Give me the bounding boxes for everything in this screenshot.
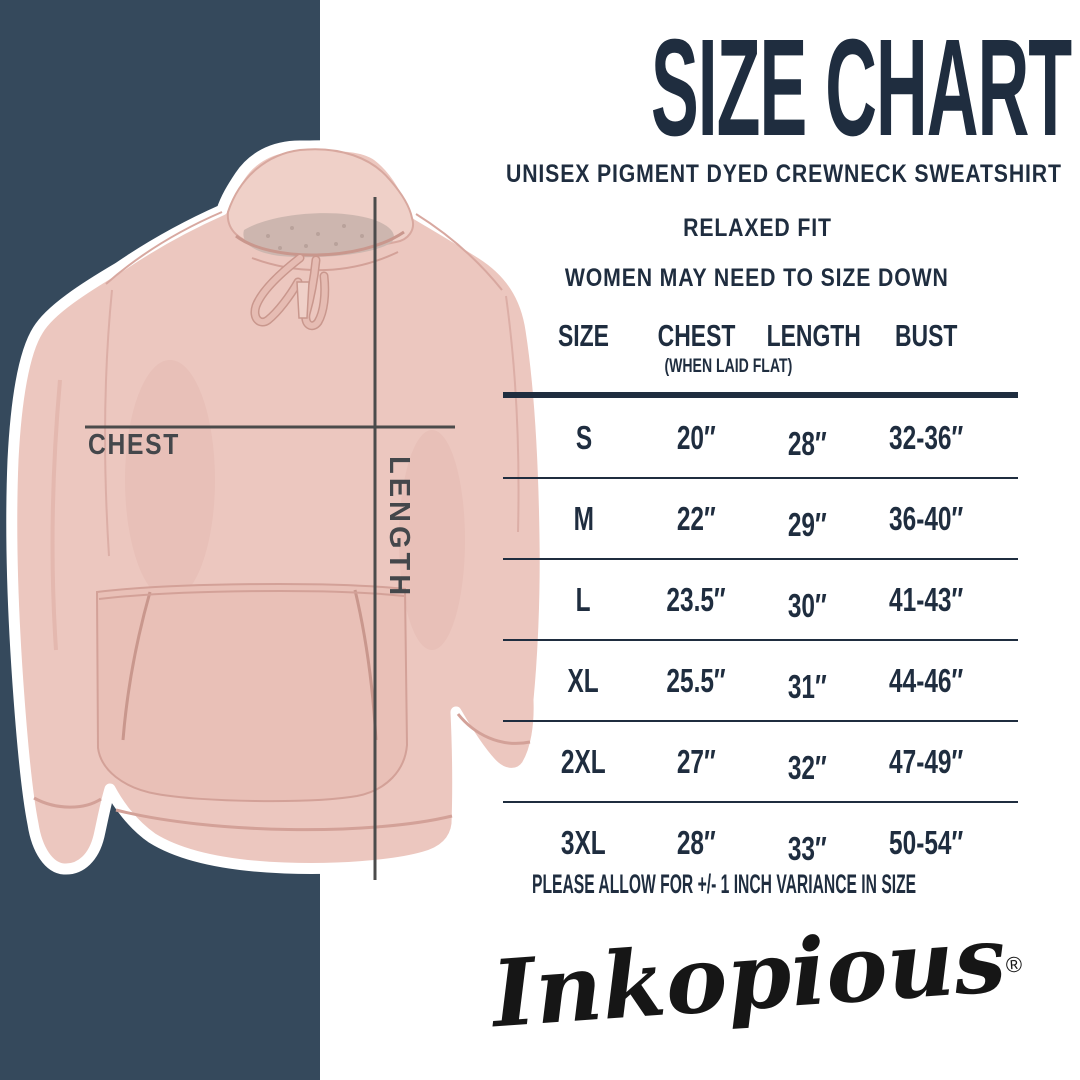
- subtitle-fit-text: RELAXED FIT: [682, 214, 832, 242]
- column-header-size-text: SIZE: [558, 318, 610, 353]
- cell-length-text: 29″: [787, 505, 827, 543]
- cell-bust: 47-49″: [863, 743, 1018, 781]
- column-header-chest-text: CHEST: [657, 318, 735, 353]
- cell-length: 29″: [750, 500, 863, 543]
- cell-size-text: S: [575, 418, 592, 456]
- column-header-bust-text: BUST: [894, 318, 957, 353]
- subtitle-product: UNISEX PIGMENT DYED CREWNECK SWEATSHIRT: [457, 160, 1061, 189]
- cell-size: S: [503, 419, 642, 457]
- table-row-m: M 22″ 29″ 36-40″: [503, 479, 1018, 560]
- column-header-size: SIZE: [503, 318, 642, 354]
- chest-subnote: (WHEN LAID FLAT): [642, 356, 793, 378]
- table-row-3xl: 3XL 28″ 33″ 50-54″: [503, 803, 1018, 882]
- seam-lines: [104, 211, 520, 557]
- cell-length-text: 32″: [787, 748, 827, 786]
- cell-length: 28″: [750, 419, 863, 462]
- table-row-l: L 23.5″ 30″ 41-43″: [503, 560, 1018, 641]
- kangaroo-pocket: [95, 582, 409, 803]
- fabric-fold-shadows: [125, 360, 465, 650]
- cell-chest: 28″: [642, 824, 750, 862]
- cell-size-text: XL: [567, 661, 600, 699]
- hem-cuff-seams: [33, 713, 531, 832]
- cell-length: 33″: [750, 824, 863, 867]
- cell-size: M: [503, 500, 642, 538]
- chest-measure-label-text: CHEST: [88, 429, 181, 461]
- cell-bust-text: 44-46″: [888, 661, 963, 699]
- cell-length-text: 28″: [787, 424, 827, 462]
- cell-size-text: 2XL: [561, 742, 606, 780]
- cell-bust: 50-54″: [863, 824, 1018, 862]
- cell-length: 30″: [750, 581, 863, 624]
- table-row-2xl: 2XL 27″ 32″ 47-49″: [503, 722, 1018, 803]
- hood-rim-seam: [235, 230, 405, 257]
- cell-bust: 41-43″: [863, 581, 1018, 619]
- cell-chest-text: 28″: [676, 823, 716, 861]
- cell-bust: 36-40″: [863, 500, 1018, 538]
- cell-bust-text: 41-43″: [888, 580, 963, 618]
- chest-measure-label: CHEST: [88, 429, 196, 462]
- drawstring-aglet: [296, 281, 310, 319]
- cell-length-text: 30″: [787, 586, 827, 624]
- cell-length: 31″: [750, 662, 863, 705]
- column-header-length-text: LENGTH: [766, 318, 862, 353]
- cell-size-text: L: [576, 580, 591, 618]
- cell-size: L: [503, 581, 642, 619]
- column-header-length: LENGTH: [750, 318, 863, 354]
- column-header-bust: BUST: [863, 318, 1018, 354]
- cell-length: 32″: [750, 743, 863, 786]
- cell-size: 3XL: [503, 824, 642, 862]
- subtitle-product-text: UNISEX PIGMENT DYED CREWNECK SWEATSHIRT: [506, 160, 1062, 188]
- cell-chest: 20″: [642, 419, 750, 457]
- cell-size: XL: [503, 662, 642, 700]
- cell-size-text: 3XL: [561, 823, 606, 861]
- column-header-chest: CHEST (WHEN LAID FLAT): [642, 318, 793, 378]
- cell-chest-text: 27″: [676, 742, 716, 780]
- variance-note: PLEASE ALLOW FOR +/- 1 INCH VARIANCE IN …: [532, 869, 1080, 900]
- collar-seam: [251, 251, 399, 272]
- cell-bust: 44-46″: [863, 662, 1018, 700]
- lining-speckles: [266, 224, 364, 250]
- sleeve-crease: [50, 379, 62, 651]
- cell-chest-text: 20″: [676, 418, 716, 456]
- cell-chest-text: 23.5″: [666, 580, 726, 618]
- drawstrings: [250, 253, 330, 331]
- cell-chest-text: 25.5″: [666, 661, 726, 699]
- page-title-text: SIZE CHART: [650, 11, 1072, 165]
- length-measure-label-text: LENGTH: [383, 456, 415, 600]
- cell-bust-text: 36-40″: [888, 499, 963, 537]
- subtitle-sizing-text: WOMEN MAY NEED TO SIZE DOWN: [565, 264, 949, 292]
- cell-length-text: 31″: [787, 667, 827, 705]
- registered-trademark-icon: ®: [1005, 951, 1023, 978]
- cell-bust: 32-36″: [863, 419, 1018, 457]
- size-table: SIZE CHEST (WHEN LAID FLAT) LENGTH BUST …: [503, 318, 1018, 882]
- table-row-xl: XL 25.5″ 31″ 44-46″: [503, 641, 1018, 722]
- page-title: SIZE CHART: [457, 18, 1072, 159]
- cell-chest: 25.5″: [642, 662, 750, 700]
- length-measure-label: LENGTH: [382, 456, 415, 599]
- cell-size-text: M: [573, 499, 594, 537]
- cell-chest: 27″: [642, 743, 750, 781]
- size-table-header: SIZE CHEST (WHEN LAID FLAT) LENGTH BUST: [503, 318, 1018, 398]
- cell-bust-text: 47-49″: [888, 742, 963, 780]
- table-row-s: S 20″ 28″ 32-36″: [503, 398, 1018, 479]
- subtitle-sizing: WOMEN MAY NEED TO SIZE DOWN: [457, 264, 1057, 293]
- subtitle-fit: RELAXED FIT: [457, 214, 1057, 243]
- cell-length-text: 33″: [787, 829, 827, 867]
- cell-bust-text: 32-36″: [888, 418, 963, 456]
- hoodie-product-illustration: [11, 145, 546, 880]
- pocket-top-stitch: [98, 589, 405, 600]
- cell-bust-text: 50-54″: [888, 823, 963, 861]
- cell-chest: 23.5″: [642, 581, 750, 619]
- chest-subnote-text: (WHEN LAID FLAT): [664, 356, 793, 377]
- cell-chest-text: 22″: [676, 499, 716, 537]
- cell-chest: 22″: [642, 500, 750, 538]
- variance-note-text: PLEASE ALLOW FOR +/- 1 INCH VARIANCE IN …: [532, 869, 917, 899]
- cell-size: 2XL: [503, 743, 642, 781]
